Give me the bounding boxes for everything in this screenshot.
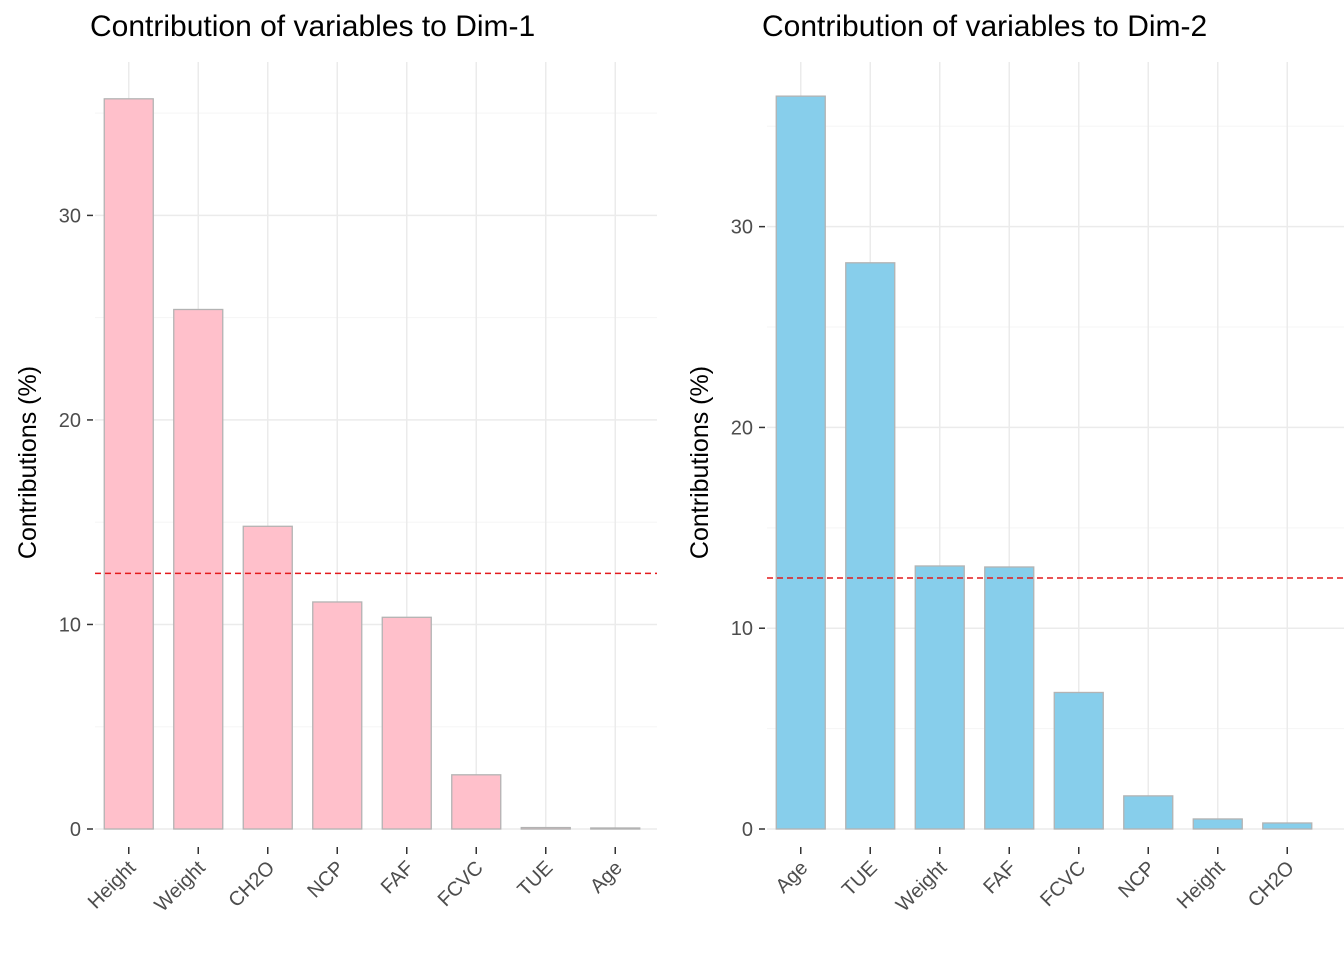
- bar-chart-dim-2: 0 10 20 30 Age TUE Weight FAF FCVC NCP Height CH2O C…: [686, 62, 1344, 917]
- y-axis-title: Contributions (%): [14, 366, 42, 559]
- x-tick-label: Height: [1173, 857, 1230, 914]
- bar-height: [103, 98, 154, 830]
- chart-panel-dim-1: Contribution of variables to Dim-1 0 10 20…: [14, 10, 657, 917]
- x-tick-label: NCP: [303, 857, 348, 902]
- bar-tue: [845, 262, 896, 830]
- bar-height: [1192, 818, 1243, 830]
- bar-weight: [914, 565, 965, 830]
- bar-weight: [173, 308, 224, 830]
- x-tick-label: Weight: [150, 857, 210, 917]
- x-tick-label: Weight: [892, 857, 952, 917]
- bar-ch2o: [1262, 822, 1313, 830]
- y-tick-label: 20: [731, 417, 753, 439]
- bar-ncp: [1123, 795, 1174, 830]
- bar-fcvc: [451, 774, 502, 830]
- bar-fcvc: [1053, 691, 1104, 830]
- bar-age: [590, 827, 641, 830]
- y-tick-label: 30: [731, 217, 753, 239]
- chart-panel-dim-2: Contribution of variables to Dim-2 0 10 20…: [672, 0, 1344, 960]
- x-tick-label: Age: [772, 857, 813, 898]
- y-tick-label: 20: [59, 410, 81, 432]
- y-axis-title: Contributions (%): [686, 366, 714, 559]
- y-tick-label: 10: [731, 618, 753, 640]
- chart-title: Contribution of variables to Dim-2: [762, 10, 1208, 43]
- bar-ch2o: [242, 525, 293, 830]
- x-tick-label: FAF: [377, 857, 418, 898]
- x-tick-label: Age: [586, 857, 627, 898]
- bar-chart-dim-1: 0 10 20 30 Height Weight CH2O NCP FAF FCVC TUE Age C…: [14, 62, 657, 917]
- y-tick-label: 10: [59, 614, 81, 636]
- bar-tue: [520, 826, 571, 830]
- bar-age: [775, 95, 826, 830]
- x-tick-label: FAF: [979, 857, 1020, 898]
- bar-faf: [984, 566, 1035, 830]
- x-tick-label: NCP: [1114, 857, 1159, 902]
- y-tick-label: 0: [742, 819, 753, 841]
- x-tick-label: TUE: [838, 857, 882, 901]
- y-tick-label: 30: [59, 205, 81, 227]
- bar-ncp: [312, 601, 363, 830]
- y-tick-label: 0: [70, 819, 81, 841]
- bar-faf: [381, 616, 432, 830]
- chart-title: Contribution of variables to Dim-1: [90, 10, 536, 43]
- x-tick-label: Height: [84, 857, 141, 914]
- x-tick-label: CH2O: [1244, 857, 1299, 912]
- x-tick-label: CH2O: [224, 857, 279, 912]
- x-tick-label: FCVC: [434, 857, 488, 911]
- x-tick-label: TUE: [513, 857, 557, 901]
- x-tick-label: FCVC: [1036, 857, 1090, 911]
